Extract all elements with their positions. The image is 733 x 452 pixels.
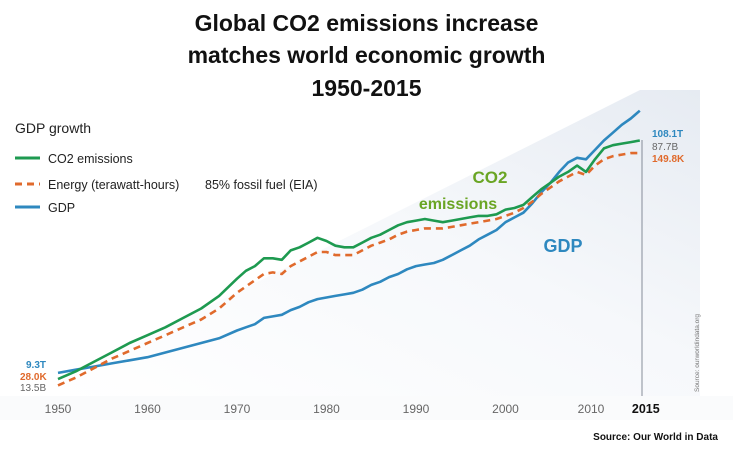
legend-fossil-note: 85% fossil fuel (EIA)	[205, 178, 318, 192]
source-credit: Source: Our World in Data	[593, 432, 718, 443]
legend-label-energy: Energy (terawatt-hours)	[48, 178, 179, 192]
legend-label-gdp: GDP	[48, 201, 75, 215]
series-line-energy	[57, 151, 640, 387]
series-line-co2	[57, 139, 641, 381]
vertical-source-watermark: Source: ourworldindata.org	[694, 314, 701, 392]
x-tick-label-2015: 2015	[632, 402, 660, 416]
end-label-energy: 149.8K	[652, 154, 685, 165]
annotation-co2-line-2: emissions	[419, 196, 497, 213]
end-label-co2: 87.7B	[652, 142, 678, 153]
series-line-gdp	[57, 109, 641, 375]
x-tick-label-1980: 1980	[313, 402, 340, 416]
annotation-gdp: GDP	[543, 236, 582, 256]
x-tick-labels: 1950 1960 1970 1980 1990 2000 2010 2015	[45, 402, 660, 416]
series-group	[57, 109, 641, 387]
legend-label-co2: CO2 emissions	[48, 152, 133, 166]
start-label-energy: 28.0K	[20, 372, 47, 383]
chart-title-line-1: Global CO2 emissions increase	[194, 10, 539, 36]
x-axis-band	[0, 396, 733, 420]
chart-title-line-2: matches world economic growth	[187, 42, 546, 68]
x-tick-label-1950: 1950	[45, 402, 72, 416]
chart-subtitle: GDP growth	[15, 120, 91, 136]
x-tick-label-1970: 1970	[224, 402, 251, 416]
annotation-co2-line-1: CO2	[473, 168, 508, 187]
start-label-gdp: 9.3T	[26, 360, 46, 371]
legend: CO2 emissions Energy (terawatt-hours) 85…	[15, 152, 318, 215]
x-tick-label-1990: 1990	[403, 402, 430, 416]
chart-title-line-3: 1950-2015	[311, 75, 422, 101]
end-label-gdp: 108.1T	[652, 129, 683, 140]
start-label-co2: 13.5B	[20, 383, 46, 394]
x-tick-label-1960: 1960	[134, 402, 161, 416]
x-tick-label-2010: 2010	[578, 402, 605, 416]
x-tick-label-2000: 2000	[492, 402, 519, 416]
